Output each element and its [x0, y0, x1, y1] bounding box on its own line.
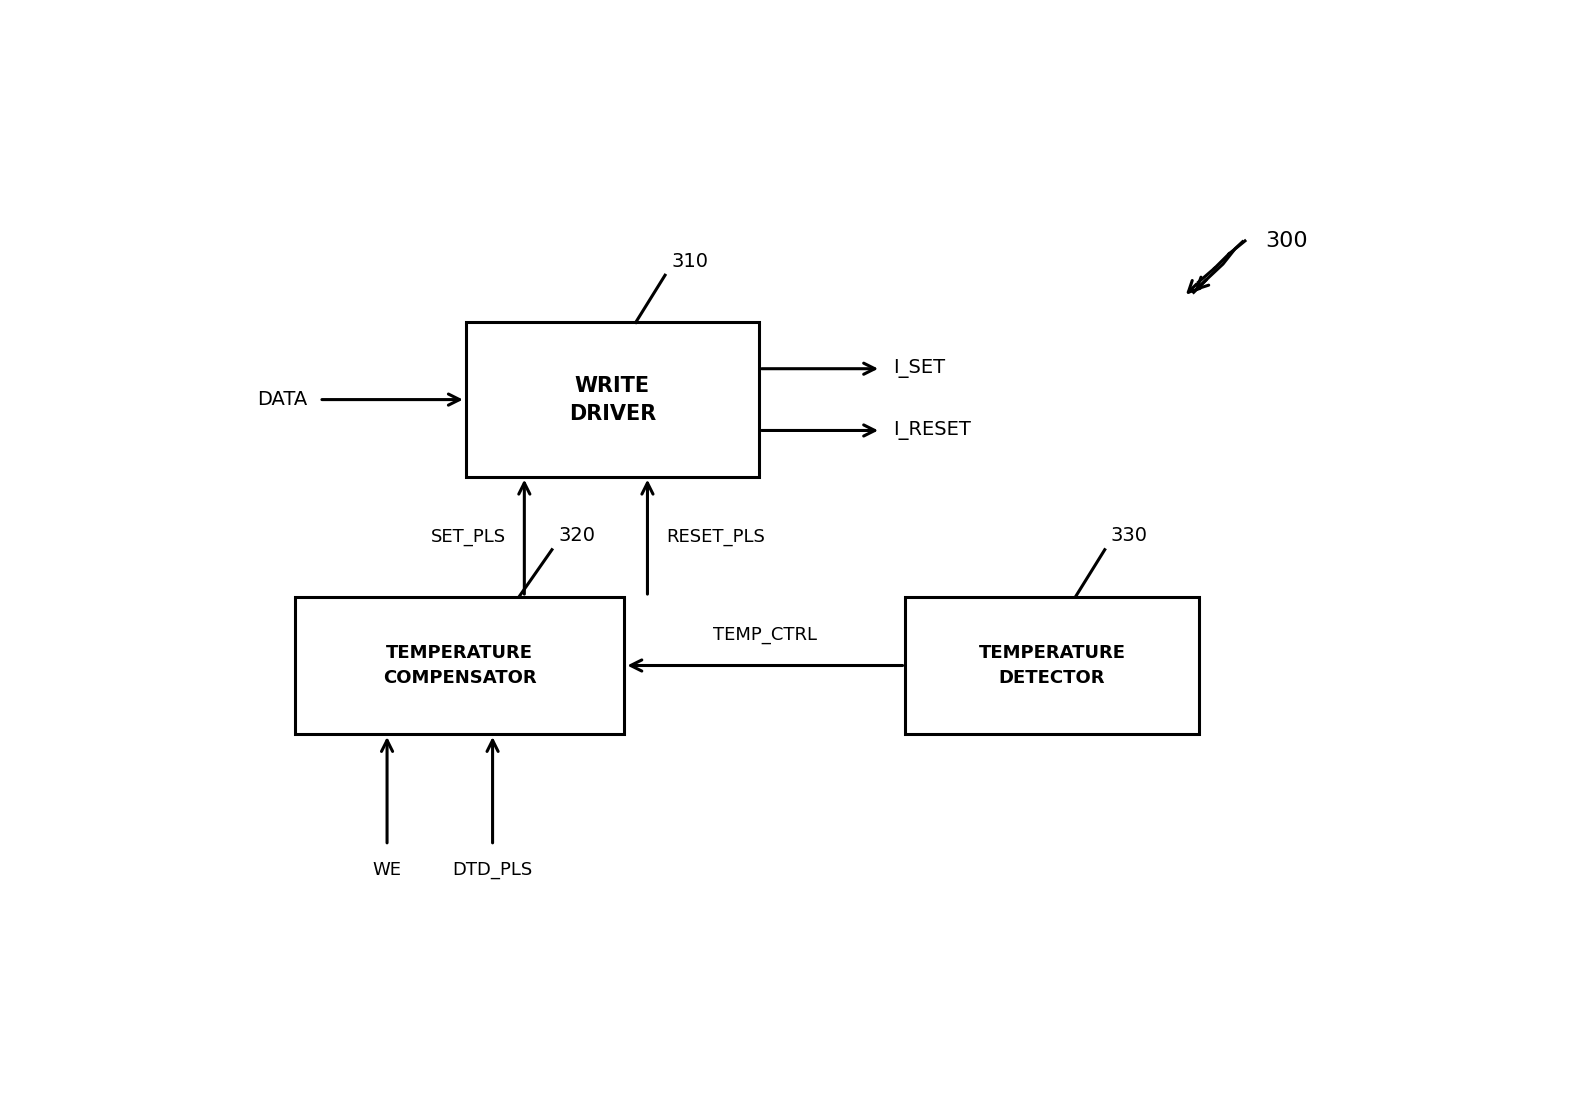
Text: DATA: DATA — [257, 390, 307, 409]
Bar — [295, 597, 624, 734]
Text: SET_PLS: SET_PLS — [430, 528, 506, 546]
Bar — [466, 322, 760, 477]
Text: WRITE
DRIVER: WRITE DRIVER — [569, 375, 656, 423]
Text: 330: 330 — [1111, 527, 1147, 546]
Text: DTD_PLS: DTD_PLS — [452, 861, 533, 879]
Text: TEMPERATURE
DETECTOR: TEMPERATURE DETECTOR — [979, 644, 1125, 687]
Text: 310: 310 — [671, 252, 708, 271]
Text: 320: 320 — [558, 527, 596, 546]
Text: TEMP_CTRL: TEMP_CTRL — [712, 626, 816, 644]
Text: RESET_PLS: RESET_PLS — [665, 528, 764, 546]
Text: I_RESET: I_RESET — [894, 421, 971, 440]
Text: 300: 300 — [1266, 231, 1308, 251]
Text: TEMPERATURE
COMPENSATOR: TEMPERATURE COMPENSATOR — [383, 644, 536, 687]
Text: I_SET: I_SET — [894, 359, 946, 379]
Bar — [905, 597, 1198, 734]
Text: WE: WE — [372, 861, 402, 879]
